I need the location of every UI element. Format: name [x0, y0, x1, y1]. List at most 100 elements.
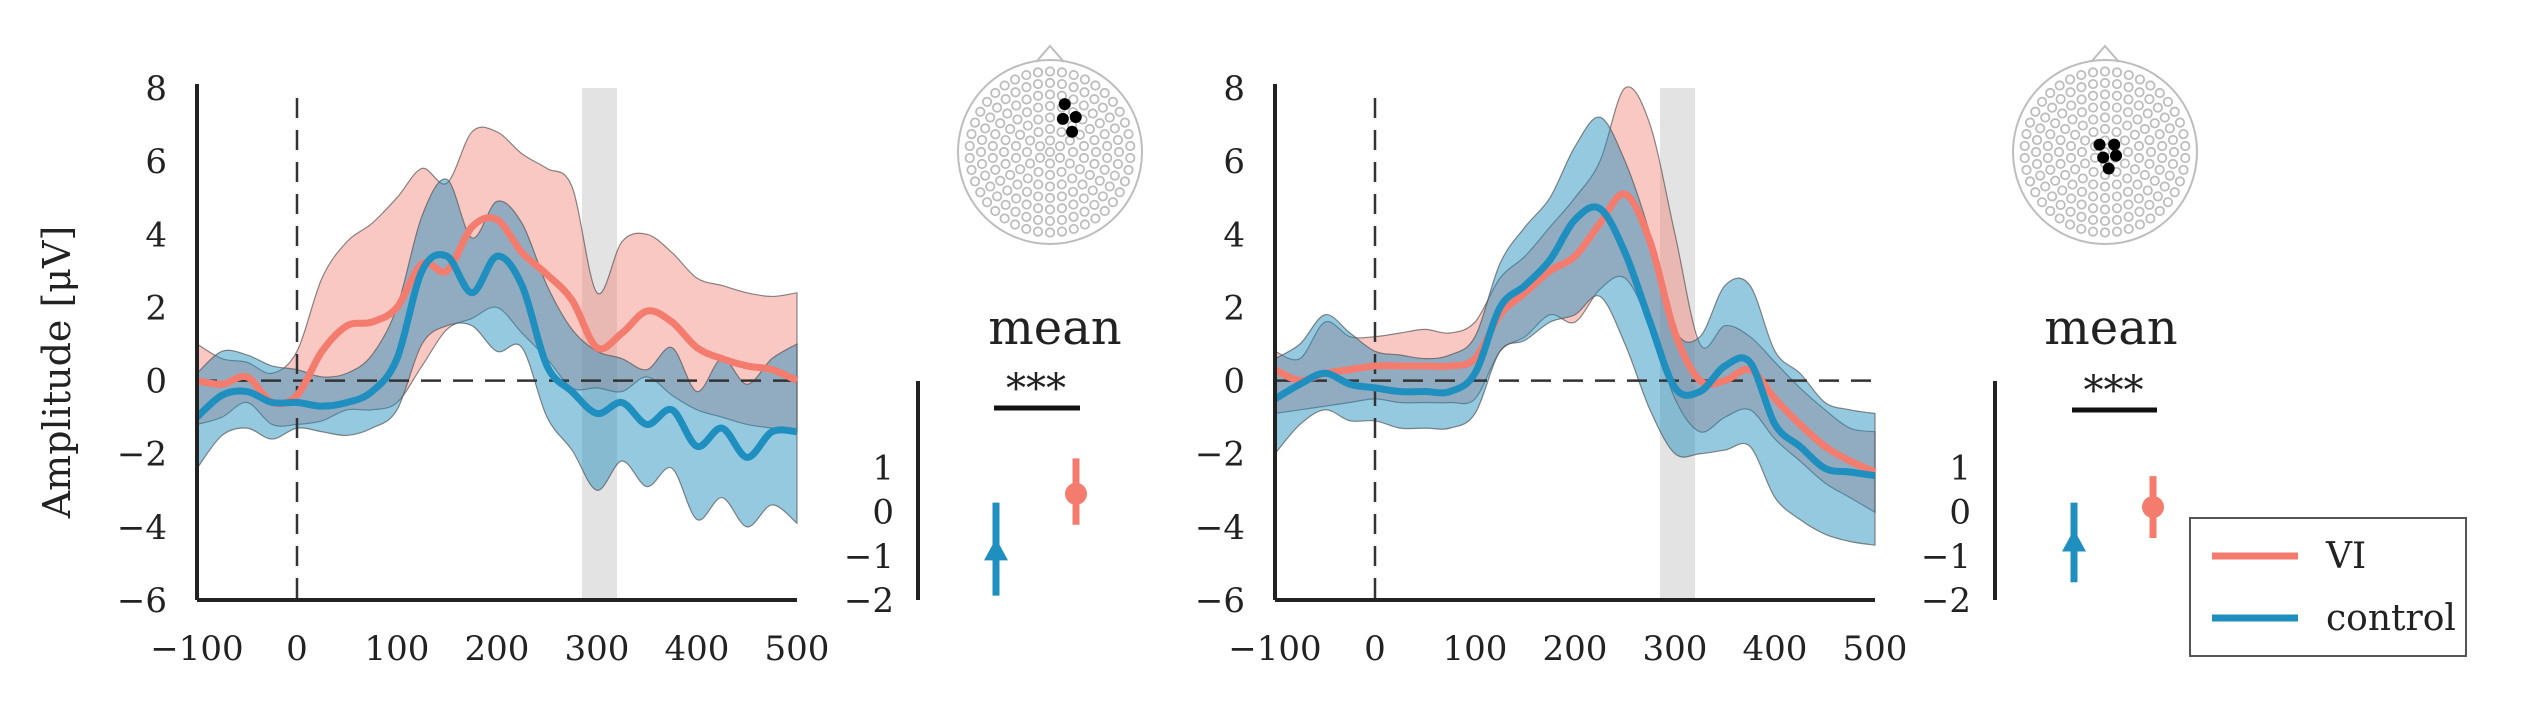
electrode [2076, 69, 2087, 81]
electrode [1056, 226, 1068, 237]
left-mean-inset: mean −2−10 1 *** [844, 300, 1122, 621]
electrode [2174, 176, 2186, 187]
electrode-selected [1058, 98, 1071, 111]
electrode [1114, 187, 1125, 198]
electrode [2122, 173, 2133, 184]
electrode [1089, 94, 1100, 105]
electrode [2036, 96, 2048, 107]
electrode [2055, 94, 2066, 105]
electrode [980, 170, 991, 181]
mean-marker-control [2062, 529, 2086, 552]
electrode [1015, 129, 1026, 140]
electrode [2111, 226, 2123, 237]
electrode [2133, 140, 2145, 152]
electrode [2144, 158, 2155, 170]
electrode [1079, 74, 1091, 85]
electrode [2174, 117, 2186, 128]
electrode [1000, 134, 1011, 146]
electrode [2111, 67, 2123, 78]
electrode [992, 102, 1003, 113]
electrode [990, 164, 1001, 175]
y-tick-label: 2 [145, 288, 167, 328]
electrode [1112, 134, 1124, 146]
y-tick-label: 6 [1223, 142, 1245, 182]
right-erp-panel: −100 0 100 200 300 400 500 −6 −4 −2 0 2 4 6 8 [1195, 69, 1908, 669]
electrode [1094, 118, 1105, 129]
electrode [2154, 164, 2165, 175]
electrode [1011, 193, 1022, 204]
electrode [2057, 185, 2068, 196]
electrode [2045, 87, 2056, 99]
electrode [1064, 158, 1076, 169]
electrode [2159, 181, 2170, 192]
ci-band-vi [1274, 86, 1876, 514]
electrode [2167, 134, 2179, 146]
electrode [2123, 69, 2134, 81]
inset-y-tick-label: 1 [1949, 448, 1971, 488]
electrode [2076, 146, 2088, 158]
electrode [2050, 118, 2061, 129]
electrode [2111, 214, 2123, 226]
electrode [964, 140, 975, 152]
electrode [1102, 140, 1113, 152]
electrode-selected [2102, 162, 2115, 175]
electrode [2079, 158, 2091, 169]
electrode [1044, 227, 1056, 238]
electrode [1044, 192, 1056, 204]
electrode [1009, 219, 1021, 230]
electrode [2111, 78, 2123, 90]
electrode [1068, 223, 1079, 235]
x-tick-label: 0 [1364, 629, 1386, 669]
electrode [1044, 215, 1056, 227]
x-tick-label: 400 [1743, 629, 1808, 669]
electrode [2122, 107, 2134, 118]
electrode [2162, 197, 2174, 208]
electrode [2099, 181, 2111, 192]
electrode [2142, 108, 2153, 119]
electrode [1079, 87, 1090, 98]
electrode [1032, 102, 1044, 113]
electrode [2162, 96, 2174, 107]
electrode [1089, 158, 1100, 170]
electrode [1010, 140, 1022, 152]
electrode [964, 152, 975, 164]
electrode [2169, 106, 2180, 117]
electrode [2067, 114, 2078, 125]
electrode [2180, 140, 2191, 152]
electrode [2111, 90, 2123, 101]
electrode [1068, 82, 1079, 93]
electrode [1021, 146, 1033, 158]
electrode-selected [2108, 138, 2121, 151]
y-tick-label: 8 [145, 69, 167, 109]
electrode [1005, 123, 1016, 135]
electrode [1010, 152, 1022, 164]
inset-y-tick-label: −2 [1921, 581, 1971, 621]
right-electrode-map [2012, 44, 2198, 245]
electrode [2064, 74, 2076, 85]
electrode [1068, 211, 1079, 222]
electrode [2076, 94, 2087, 105]
electrode [2099, 204, 2111, 215]
electrode [981, 197, 993, 208]
inset-y-tick-label: 0 [872, 493, 894, 533]
electrode [2142, 185, 2153, 196]
y-tick-label: −2 [117, 435, 167, 475]
electrode [975, 106, 986, 117]
electrode [2099, 100, 2111, 112]
left-electrode-map [957, 44, 1143, 245]
electrode [2180, 152, 2191, 164]
electrode [2178, 128, 2189, 140]
electrode [2045, 205, 2056, 217]
x-tick-label: 400 [665, 629, 730, 669]
electrode [1077, 179, 1088, 190]
nose-icon [2090, 44, 2120, 63]
electrode [1000, 199, 1011, 210]
electrode [2099, 112, 2111, 123]
electrode [1113, 146, 1125, 158]
x-tick-label: 300 [565, 629, 630, 669]
electrode [1000, 158, 1011, 170]
legend-label-vi: VI [2325, 536, 2366, 577]
electrode [2139, 123, 2150, 135]
electrode [2031, 134, 2043, 146]
